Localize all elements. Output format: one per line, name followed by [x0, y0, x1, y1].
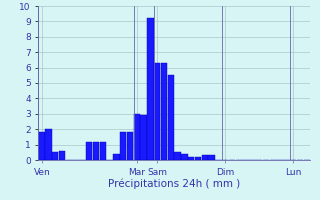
Bar [38, 132, 45, 160]
Bar [202, 155, 208, 160]
Bar [113, 154, 120, 160]
Bar [140, 115, 147, 160]
Bar [154, 63, 160, 160]
Bar [168, 75, 174, 160]
Bar [181, 154, 188, 160]
Bar [93, 142, 99, 160]
Bar [147, 18, 154, 160]
Bar [174, 152, 181, 160]
Bar [195, 157, 201, 160]
Bar [188, 157, 195, 160]
Bar [59, 151, 65, 160]
Bar [127, 132, 133, 160]
Bar [45, 129, 52, 160]
Bar [120, 132, 126, 160]
X-axis label: Précipitations 24h ( mm ): Précipitations 24h ( mm ) [108, 178, 241, 189]
Bar [134, 114, 140, 160]
Bar [52, 152, 59, 160]
Bar [208, 155, 215, 160]
Bar [86, 142, 92, 160]
Bar [100, 142, 106, 160]
Bar [161, 63, 167, 160]
